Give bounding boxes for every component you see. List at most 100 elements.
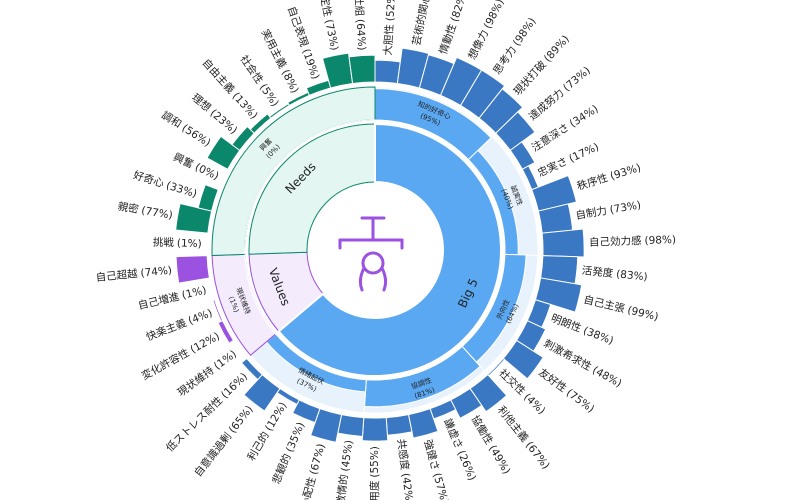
trait-label: 親密(77%) bbox=[117, 200, 174, 222]
trait-label: 自制力(73%) bbox=[575, 198, 642, 222]
facet-bar bbox=[244, 119, 376, 255]
trait-name: 変化許容性 bbox=[139, 346, 191, 383]
trait-label: 調和(56%) bbox=[159, 108, 213, 149]
group-ring bbox=[248, 123, 376, 255]
trait-value-label: (48%) bbox=[590, 364, 623, 390]
trait-name: 挑戦 bbox=[153, 236, 175, 250]
trait-name: 快楽主義 bbox=[144, 316, 188, 343]
trait-label: 活発度 (83%) bbox=[581, 264, 648, 284]
icon-stroke bbox=[358, 266, 388, 292]
trait-label: 強健さ(57%) bbox=[421, 438, 451, 500]
trait-value-label: (82%) bbox=[449, 0, 471, 23]
trait-name: 達成努力 bbox=[526, 86, 566, 123]
trait-value-label: (73%) bbox=[561, 65, 593, 95]
trait-value-label: (49%) bbox=[486, 443, 512, 476]
center-icon bbox=[338, 216, 404, 292]
trait-value-label: (35%) bbox=[284, 420, 307, 454]
trait-name: 好奇心 bbox=[132, 168, 166, 190]
trait-bar bbox=[361, 417, 389, 442]
trait-name: 刺激希求性 bbox=[542, 337, 594, 374]
trait-value-label: (57%) bbox=[430, 472, 450, 500]
trait-name: 激情的 bbox=[334, 473, 351, 500]
trait-value-label: (33%) bbox=[165, 180, 199, 201]
trait-value-label: (77%) bbox=[140, 205, 173, 222]
trait-value-label: (42%) bbox=[399, 472, 415, 500]
trait-value-label: (98%) bbox=[511, 16, 539, 49]
trait-value-label: (0%) bbox=[193, 161, 221, 182]
trait-label: 安定性(73%) bbox=[315, 0, 341, 52]
trait-value-label: (93%) bbox=[609, 162, 643, 183]
trait-name: 情動性 bbox=[436, 22, 459, 56]
trait-label: 想像力(98%) bbox=[465, 0, 506, 62]
trait-value-label: (73%) bbox=[322, 18, 340, 51]
trait-name: 自己増進 bbox=[137, 290, 181, 312]
trait-value-label: (75%) bbox=[564, 387, 597, 415]
trait-name: 親密 bbox=[117, 200, 140, 216]
trait-label: 大胆性 (52%) bbox=[381, 0, 398, 56]
trait-value-label: (99%) bbox=[626, 304, 659, 323]
trait-label: 芸術的関心(85%) bbox=[410, 0, 440, 47]
trait-name: 活発度 bbox=[581, 264, 614, 280]
trait-name: 注意深さ bbox=[529, 121, 571, 155]
trait-name: 安定性 bbox=[315, 0, 334, 18]
trait-name: 社会性 bbox=[237, 53, 266, 86]
trait-name: 悲観的 bbox=[270, 452, 294, 486]
trait-label: 明朗性(38%) bbox=[549, 311, 615, 347]
trait-name: 自己表現 bbox=[285, 4, 311, 48]
trait-value-label: (45%) bbox=[339, 439, 355, 472]
trait-bar bbox=[385, 414, 413, 436]
trait-label: 自己効力感 (98%) bbox=[589, 233, 676, 249]
trait-value-label: (67%) bbox=[523, 439, 552, 471]
trait-name: 自己効力感 bbox=[589, 234, 642, 249]
trait-value-label: (98%) bbox=[644, 234, 676, 247]
trait-label: 情動性(82%) bbox=[436, 0, 470, 56]
trait-name: 想像力 bbox=[465, 28, 491, 62]
trait-value-label: (73%) bbox=[609, 199, 642, 216]
trait-name: 自由主義 bbox=[200, 56, 238, 96]
group-ring bbox=[277, 122, 502, 377]
trait-bar bbox=[531, 174, 578, 212]
trait-name: 現状維持 bbox=[175, 363, 217, 399]
trait-value-label: (38%) bbox=[581, 325, 615, 348]
trait-bar bbox=[374, 59, 401, 85]
trait-name: 友好性 bbox=[536, 366, 569, 395]
trait-name: 自己主張 bbox=[582, 293, 626, 315]
trait-label: 挑戦 (1%) bbox=[153, 236, 202, 251]
trait-name: 自制力 bbox=[575, 204, 608, 222]
trait-bar bbox=[337, 414, 365, 438]
trait-label: 自己主張(99%) bbox=[582, 293, 659, 323]
trait-name: 興奮 bbox=[171, 150, 196, 171]
trait-value-label: (12%) bbox=[188, 330, 221, 356]
trait-name: 協働性 bbox=[468, 413, 495, 447]
rings: 大胆性(52%)芸術的関心(85%)情動性(82%)想像力(98%)思考力(98… bbox=[95, 0, 676, 500]
trait-name: 利他主義 bbox=[495, 404, 532, 445]
trait-value-label: (56%) bbox=[180, 122, 213, 149]
trait-name: 利己的 bbox=[245, 429, 272, 463]
trait-label: 信用度 (55%) bbox=[368, 446, 381, 500]
trait-name: 秩序性 bbox=[575, 171, 609, 193]
trait-name: 大胆性 bbox=[381, 24, 396, 56]
trait-name: 実用主義 bbox=[259, 27, 290, 71]
trait-value-label: (26%) bbox=[455, 449, 478, 483]
trait-bar bbox=[243, 373, 281, 412]
trait-name: 思考力 bbox=[490, 44, 519, 77]
trait-label: 共感度(42%) bbox=[394, 438, 416, 500]
trait-name: 共感度 bbox=[394, 438, 411, 471]
trait-value-label: (4%) bbox=[187, 307, 215, 327]
trait-value-label: (34%) bbox=[568, 103, 601, 130]
trait-value-label: (8%) bbox=[279, 68, 301, 96]
trait-value-label: (64%) bbox=[354, 19, 368, 51]
trait-value-label: (4%) bbox=[521, 391, 547, 417]
trait-value-label: (23%) bbox=[208, 107, 240, 137]
trait-name: 仕組 bbox=[352, 0, 366, 17]
trait-value-label: (1%) bbox=[212, 348, 239, 372]
trait-label: 秩序性(93%) bbox=[575, 161, 642, 193]
trait-name: 理想 bbox=[189, 91, 213, 114]
trait-value-label: (65%) bbox=[227, 403, 256, 435]
trait-bar bbox=[175, 255, 210, 284]
trait-label: 激情的(45%) bbox=[334, 439, 356, 500]
trait-name: 謙虚さ bbox=[441, 417, 465, 451]
trait-label: 自己超越 (74%) bbox=[95, 263, 172, 284]
